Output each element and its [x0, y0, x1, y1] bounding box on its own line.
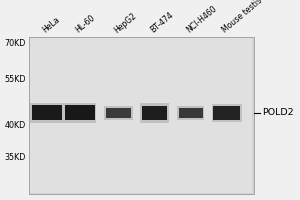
Text: NCI-H460: NCI-H460 — [185, 5, 219, 35]
Text: 55KD: 55KD — [4, 75, 26, 84]
Bar — [104, 106, 133, 120]
Text: Mouse testis: Mouse testis — [221, 0, 264, 35]
Bar — [213, 106, 240, 120]
Bar — [28, 37, 254, 194]
Text: POLD2: POLD2 — [262, 108, 293, 117]
Bar — [212, 104, 242, 122]
Bar — [140, 103, 169, 123]
Text: BT-474: BT-474 — [149, 11, 175, 35]
Text: HepG2: HepG2 — [113, 11, 139, 35]
Bar — [142, 106, 167, 120]
Bar — [178, 108, 203, 118]
Bar — [32, 105, 62, 120]
Bar — [177, 106, 204, 120]
Text: 35KD: 35KD — [4, 154, 26, 162]
Bar — [30, 38, 252, 193]
Bar — [64, 105, 94, 120]
Text: 70KD: 70KD — [4, 40, 26, 48]
Text: HeLa: HeLa — [41, 15, 62, 35]
Bar — [106, 108, 131, 118]
Text: 40KD: 40KD — [4, 121, 26, 130]
Text: HL-60: HL-60 — [74, 14, 97, 35]
Bar — [63, 103, 96, 123]
Bar — [30, 103, 63, 123]
